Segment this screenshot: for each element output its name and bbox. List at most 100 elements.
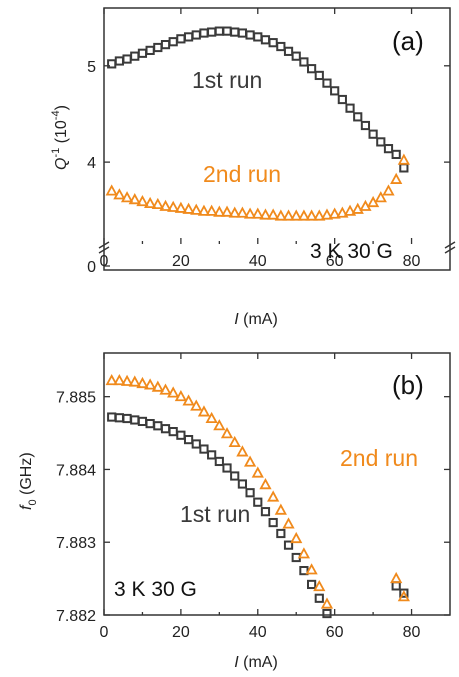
panel-a-first-run-point: [145, 45, 155, 55]
panel-a-first-run-point: [253, 32, 263, 42]
panel-a-ylabel-sup: -1: [50, 148, 62, 158]
panel-a-second-run-point: [328, 207, 341, 219]
panel-a-second-run-point: [182, 202, 195, 214]
panel-b-first-run-point: [153, 421, 163, 431]
panel-a-second-run-point: [220, 205, 234, 217]
panel-b-second-run-point: [167, 386, 180, 398]
panel-a-second-run-point: [343, 204, 357, 216]
panel-a-first-run-point: [191, 30, 201, 40]
panel-a-second-run-point: [274, 209, 287, 221]
panel-a-first-run-point: [322, 78, 332, 88]
panel-b-second-run-point: [151, 380, 164, 392]
panel-a-second-run-point: [305, 209, 318, 221]
panel-b-second-run-point: [282, 517, 295, 529]
panel-a-second-run-point: [313, 209, 326, 221]
panel-a-axis-break: [98, 241, 110, 249]
panel-a-first-run-point: [314, 70, 324, 81]
panel-b-second-run-point: [136, 376, 149, 389]
panel-a-second-run-point: [190, 203, 203, 215]
panel-a-second-run-point: [228, 206, 241, 218]
panel-a-ylabel-unit-sup: -4: [50, 110, 62, 120]
panel-a-first-run-point: [183, 32, 194, 42]
panel-b-second-run-point: [313, 579, 326, 592]
panel-b-second-run-point: [174, 389, 188, 402]
panel-b-first-run-point: [145, 418, 155, 429]
panel-a-series-label-second-run: 2nd run: [203, 161, 281, 187]
panel-a-second-run-point: [243, 207, 257, 219]
panel-a-xlabel-var: I: [234, 311, 239, 328]
panel-a-first-run-point: [160, 40, 171, 50]
panel-b: 0 20 40 60 80 7.882 7.883 7.884 7.885 (b) 3 K 30…: [18, 352, 451, 671]
panel-a-second-run-point: [382, 184, 395, 196]
panel-a: 0 20 40 60 80 4 5 0 (a) 3 K 30 G 1st run 2nd ru…: [50, 7, 456, 328]
panel-a-frame: [103, 7, 451, 271]
panel-a-first-run-point: [230, 27, 240, 37]
panel-b-marks: [105, 373, 410, 619]
panel-b-first-run-point: [122, 413, 132, 424]
panel-b-second-run-point: [190, 399, 203, 411]
panel-a-second-run-point: [159, 199, 172, 211]
panel-a-axis-break: [444, 246, 456, 254]
panel-a-second-run-point: [120, 191, 134, 203]
panel-b-second-run-point: [182, 394, 195, 406]
panel-a-second-run-point: [320, 208, 334, 220]
panel-b-second-run-point: [236, 445, 249, 457]
panel-b-first-run-point: [230, 471, 240, 481]
panel-b-first-run-point: [245, 488, 255, 498]
panel-b-series-label-second-run: 2nd run: [340, 445, 418, 471]
panel-b-xlabel-var: I: [234, 654, 239, 671]
panel-b-first-run-point: [214, 456, 224, 467]
panel-a-first-run-point: [307, 64, 317, 74]
panel-b-xtick-label: 40: [249, 624, 267, 641]
panel-b-first-run-point: [191, 439, 201, 449]
panel-b-ylabel-var: f: [18, 504, 35, 510]
panel-b-first-run-point: [391, 581, 401, 591]
panel-b-first-run-point: [183, 435, 194, 445]
panel-a-first-run-point: [399, 163, 409, 173]
panel-a-first-run-point: [245, 30, 255, 40]
panel-a-first-run-point: [368, 129, 378, 139]
panel-a-first-run-point: [176, 34, 186, 44]
panel-a-second-run-point: [205, 204, 218, 216]
panel-b-first-run-point: [307, 579, 317, 590]
panel-b-second-run-point: [159, 383, 172, 395]
panel-a-second-run-point: [251, 207, 264, 219]
panel-a-ylabel-var: Q: [53, 158, 70, 170]
panel-b-second-run-point: [305, 563, 318, 575]
panel-a-first-run-point: [207, 27, 217, 37]
panel-b-second-run-point: [197, 405, 211, 417]
panel-a-first-run-point: [153, 42, 163, 53]
panel-a-first-run-point: [168, 37, 178, 47]
panel-a-first-run-point: [268, 38, 278, 48]
panel-b-first-run-point: [253, 497, 263, 507]
panel-b-second-run-point: [120, 374, 134, 386]
panel-a-second-run-point: [297, 209, 311, 221]
panel-a-axis-break: [444, 241, 456, 249]
panel-a-first-run-point: [237, 28, 248, 38]
panel-a-second-run-point: [136, 194, 149, 207]
panel-b-first-run-point: [130, 415, 140, 425]
panel-b-first-run-point: [237, 479, 248, 489]
panel-b-ticks: 0 20 40 60 80 7.882 7.883 7.884 7.885: [56, 353, 450, 641]
panel-b-first-run-point: [276, 528, 286, 539]
panel-a-first-run-point: [291, 51, 301, 61]
panel-a-first-run-point: [337, 94, 347, 105]
panel-a-first-run-point: [360, 120, 371, 131]
panel-a-second-run-point: [374, 191, 387, 203]
panel-a-second-run-point: [397, 153, 410, 165]
panel-a-second-run-point: [197, 204, 211, 216]
panel-b-second-run-point: [213, 419, 226, 431]
panel-a-axis-break: [98, 246, 110, 254]
panel-b-second-run-point: [320, 597, 334, 609]
panel-b-ytick-label: 7.885: [56, 390, 96, 407]
panel-a-ylabel-close: ): [53, 105, 70, 110]
panel-a-second-run-point: [336, 206, 349, 218]
panel-a-first-run-point: [130, 51, 140, 61]
panel-b-xlabel: I (mA): [234, 654, 278, 671]
panel-a-xtick-label: 0: [100, 253, 109, 270]
panel-a-second-run-point: [282, 209, 295, 221]
panel-b-label: (b): [392, 370, 424, 400]
panel-b-xtick-label: 0: [100, 624, 109, 641]
panel-a-first-run-point: [276, 41, 286, 52]
panel-b-first-run-point: [137, 416, 148, 427]
